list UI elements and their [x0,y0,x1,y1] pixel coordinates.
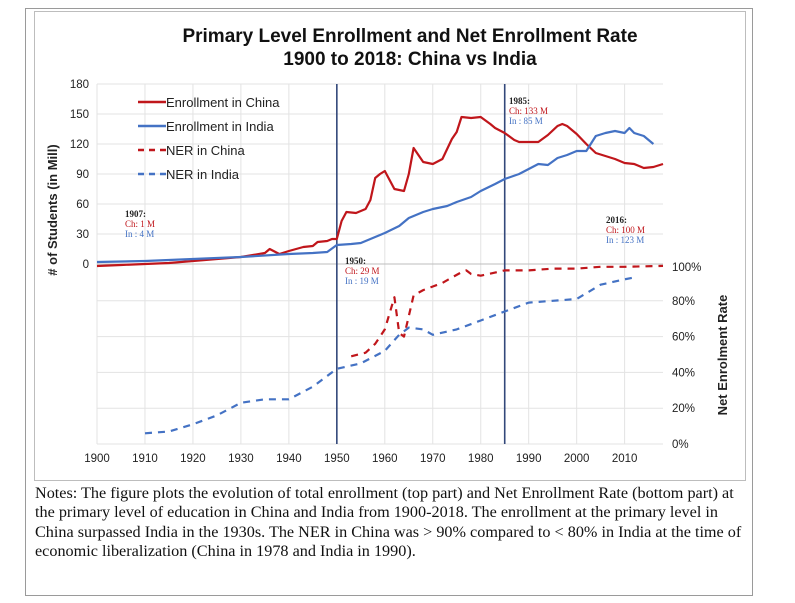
series-line-0 [96,115,664,268]
legend: Enrollment in China Enrollment in India NE… [138,95,280,182]
annotation-year: 1907: [125,209,146,219]
annotation: 1985:Ch: 133 MIn : 85 M [509,96,548,126]
x-tick-label: 1900 [84,453,110,465]
chart-border [34,11,746,481]
annotation-india: In : 4 M [125,229,154,239]
y-tick-label: 120 [70,139,89,151]
annotation-china: Ch: 100 M [606,225,645,235]
annotation-year: 1985: [509,96,530,106]
x-tick-label: 2000 [564,453,590,465]
series-line-2 [350,264,664,358]
chart-title: Primary Level Enrollment and Net Enrollm… [182,26,638,47]
annotation: 2016:Ch: 100 MIn : 123 M [606,215,645,245]
y-axis-label: # of Students (in Mill) [45,144,60,275]
legend-label-0: Enrollment in China [166,95,280,110]
y2-tick-label: 20% [672,403,695,415]
y-tick-label: 30 [76,229,89,241]
annotation-india: In : 123 M [606,235,644,245]
figure-notes: Notes: The figure plots the evolution of… [35,484,742,560]
x-tick-label: 1990 [516,453,542,465]
series-line-1 [96,126,655,264]
annotation-india: In : 85 M [509,116,543,126]
chart-subtitle: 1900 to 2018: China vs India [283,49,537,70]
series-lines [96,115,664,435]
reference-lines [336,84,506,444]
annotation: 1950:Ch: 29 MIn : 19 M [345,256,380,286]
y-tick-label: 180 [70,79,89,91]
series-line-3 [144,276,635,435]
y-tick-label: 0 [83,259,89,271]
y2-axis-label: Net Enrolment Rate [715,295,730,416]
x-tick-label: 1960 [372,453,398,465]
x-tick-label: 1930 [228,453,254,465]
x-tick-label: 1970 [420,453,446,465]
y2-tick-label: 60% [672,332,695,344]
annotation-china: Ch: 29 M [345,266,380,276]
x-tick-label: 2010 [612,453,638,465]
annotation-india: In : 19 M [345,276,379,286]
grid-lines [96,83,663,445]
legend-label-1: Enrollment in India [166,119,274,134]
figure-frame [25,8,753,596]
legend-label-3: NER in India [166,167,240,182]
annotations: 1907:Ch: 1 MIn : 4 M 1950:Ch: 29 MIn : 19… [125,96,645,286]
x-tick-label: 1910 [132,453,158,465]
axis-ticks: 1900 1910 1920 1930 1940 1950 1960 1970 1980 1990… [70,79,702,465]
annotation-year: 1950: [345,256,366,266]
y2-tick-label: 40% [672,367,695,379]
annotation-china: Ch: 1 M [125,219,155,229]
annotation: 1907:Ch: 1 MIn : 4 M [125,209,155,239]
y-tick-label: 90 [76,169,89,181]
annotation-china: Ch: 133 M [509,106,548,116]
x-tick-label: 1980 [468,453,494,465]
x-tick-label: 1950 [324,453,350,465]
y2-tick-label: 0% [672,439,689,451]
x-tick-label: 1940 [276,453,302,465]
y2-tick-label: 100% [672,262,701,274]
y-tick-label: 150 [70,109,89,121]
y-tick-label: 60 [76,199,89,211]
legend-label-2: NER in China [166,143,246,158]
x-tick-label: 1920 [180,453,206,465]
annotation-year: 2016: [606,215,627,225]
y2-tick-label: 80% [672,296,695,308]
